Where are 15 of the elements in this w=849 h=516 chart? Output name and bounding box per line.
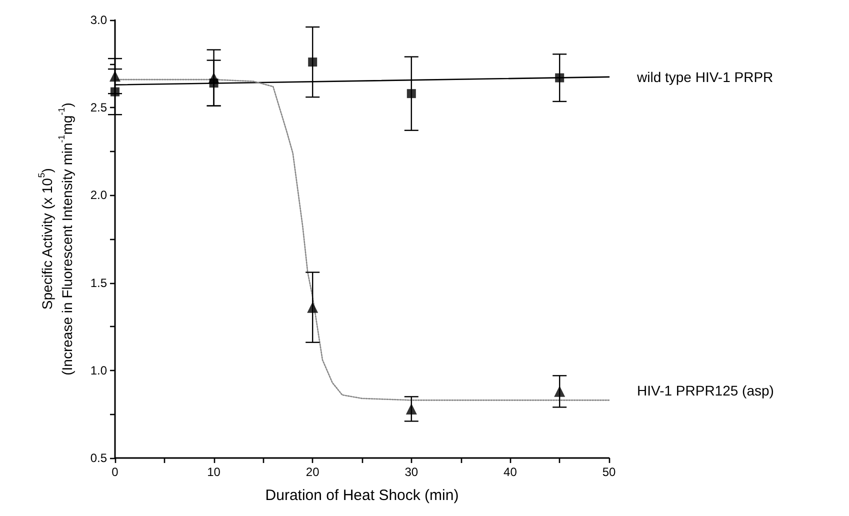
y-tick-label: 3.0	[90, 13, 108, 27]
text: wild type HIV-1 PRPR	[636, 68, 774, 85]
x-tick-label: 0	[112, 465, 119, 479]
y-tick-label: 1.0	[90, 363, 108, 378]
y-tick-label: 1.5	[90, 276, 108, 290]
x-tick-label: 50	[602, 465, 616, 479]
y-tick-label: 0.5	[90, 451, 108, 465]
y-tick-label: 2.0	[90, 188, 108, 202]
x-tick-label: 20	[306, 465, 320, 479]
x-tick-label: 10	[207, 465, 221, 479]
x-axis-title: Duration of Heat Shock (min)	[265, 487, 459, 504]
x-tick-label: 40	[504, 465, 518, 479]
y-tick-label: 2.5	[90, 100, 108, 115]
x-tick-label: 30	[404, 465, 418, 479]
text: HIV-1 PRPR125 (asp)	[637, 382, 774, 398]
